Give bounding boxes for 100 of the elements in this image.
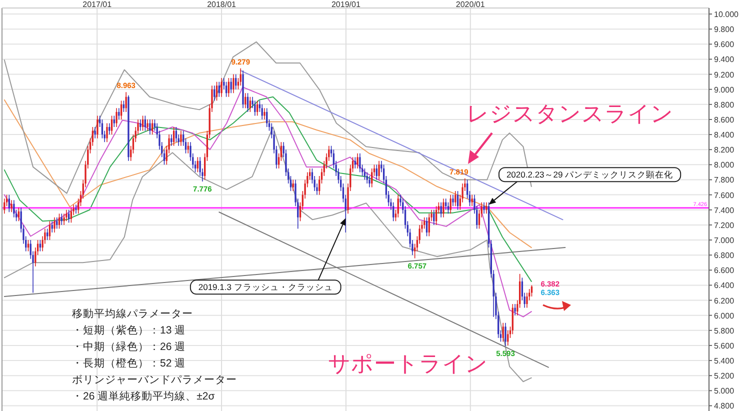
candlestick — [56, 217, 58, 230]
candlestick — [504, 322, 506, 346]
y-tick-label: 8.600 — [714, 115, 735, 124]
candlestick — [442, 198, 444, 218]
annotation: 2020.2.23～29 パンデミックリスク顕在化 — [506, 170, 674, 180]
candlestick — [232, 74, 234, 94]
candlestick — [170, 134, 172, 146]
candlestick — [454, 190, 456, 207]
y-tick-label: 5.200 — [714, 372, 735, 381]
candlestick — [483, 202, 485, 214]
candlestick — [180, 130, 182, 146]
candlestick — [146, 119, 148, 132]
candlestick — [507, 330, 509, 346]
y-tick-label: 7.800 — [714, 176, 735, 185]
candlestick — [18, 207, 20, 222]
x-tick-label: 2017/01 — [82, 0, 112, 9]
candlestick — [256, 100, 258, 116]
candlestick — [108, 122, 110, 135]
candlestick — [149, 119, 151, 135]
candlestick — [261, 104, 263, 120]
y-tick-label: 6.200 — [714, 296, 735, 306]
candlestick — [235, 74, 237, 90]
annotation: ボリンジャーバンドパラメーター — [72, 374, 237, 386]
candlestick — [175, 126, 178, 142]
y-tick-label: 7.600 — [714, 190, 735, 200]
y-tick-label: 9.800 — [714, 25, 735, 34]
candlestick — [94, 126, 96, 139]
y-tick-label: 5.400 — [714, 356, 735, 366]
candlestick — [220, 78, 222, 98]
annotation: レジスタンスライン — [466, 101, 674, 126]
candlestick — [96, 115, 98, 139]
y-tick-label: 8.000 — [714, 160, 735, 170]
y-tick-label: 9.400 — [714, 55, 735, 64]
y-tick-label: 5.800 — [714, 326, 735, 336]
candlestick — [452, 194, 454, 207]
candlestick — [244, 92, 246, 109]
candlestick — [356, 152, 358, 169]
y-tick-label: 7.000 — [714, 236, 735, 246]
candlestick — [254, 100, 256, 116]
y-tick-label: 6.000 — [714, 311, 735, 320]
candlestick — [196, 156, 199, 173]
candlestick — [13, 200, 15, 218]
candlestick — [151, 119, 154, 135]
candlestick — [526, 292, 528, 308]
candlestick — [116, 108, 118, 128]
y-tick-label: 6.400 — [714, 281, 735, 290]
candlestick — [230, 78, 232, 94]
annotation: ・短期（紫色）：13 週 — [72, 324, 186, 336]
candlestick — [216, 81, 218, 102]
candlestick — [113, 115, 115, 128]
y-tick-label: 8.800 — [714, 100, 735, 110]
candlestick — [118, 108, 120, 120]
x-tick-label: 2018/01 — [207, 0, 237, 9]
candlestick — [440, 202, 442, 218]
y-tick-label: 5.600 — [714, 341, 735, 350]
candlestick — [447, 202, 450, 214]
candlestick — [426, 217, 428, 237]
candlestick — [106, 122, 108, 142]
annotation: 移動平均線パラメーター — [72, 308, 193, 320]
candlestick — [486, 202, 488, 214]
y-tick-label: 6.600 — [714, 266, 735, 276]
candlestick — [376, 164, 378, 180]
candlestick — [292, 179, 294, 192]
candlestick — [10, 200, 12, 213]
candlestick — [68, 209, 70, 224]
candlestick — [4, 198, 6, 214]
candlestick — [264, 108, 266, 120]
y-tick-label: 7.400 — [714, 206, 735, 215]
candlestick — [433, 209, 435, 226]
candlestick — [249, 96, 251, 112]
y-tick-label: 7.200 — [714, 220, 735, 230]
candlestick — [225, 81, 228, 98]
candlestick — [266, 108, 268, 128]
y-tick-label: 4.800 — [714, 402, 735, 411]
candlestick — [54, 217, 56, 233]
candlestick — [502, 322, 504, 342]
candlestick — [450, 194, 452, 214]
y-tick-label: 5.000 — [714, 386, 735, 396]
annotation: ・長期（橙色）：52 週 — [72, 358, 186, 370]
annotation: ・26 週単純移動平均線、±2σ — [72, 390, 216, 402]
candlestick — [142, 115, 144, 132]
candlestick — [58, 213, 60, 230]
candlestick — [378, 160, 380, 180]
candlestick — [8, 194, 10, 213]
candlestick — [218, 81, 220, 98]
annotation: サポートライン — [328, 351, 488, 376]
candlestick — [392, 202, 394, 222]
candlestick — [75, 204, 77, 214]
candlestick — [240, 68, 242, 86]
y-tick-label: 9.200 — [714, 70, 735, 80]
y-tick-label: 8.400 — [714, 130, 735, 140]
y-tick-label: 6.800 — [714, 251, 735, 260]
candlestick — [364, 168, 366, 180]
candlestick — [514, 304, 516, 316]
x-tick-label: 2020/01 — [456, 0, 486, 9]
x-tick-label: 2019/01 — [331, 0, 361, 9]
candlestick — [359, 152, 361, 173]
candlestick — [144, 115, 146, 132]
candlestick — [110, 115, 113, 135]
candlestick — [371, 168, 373, 188]
